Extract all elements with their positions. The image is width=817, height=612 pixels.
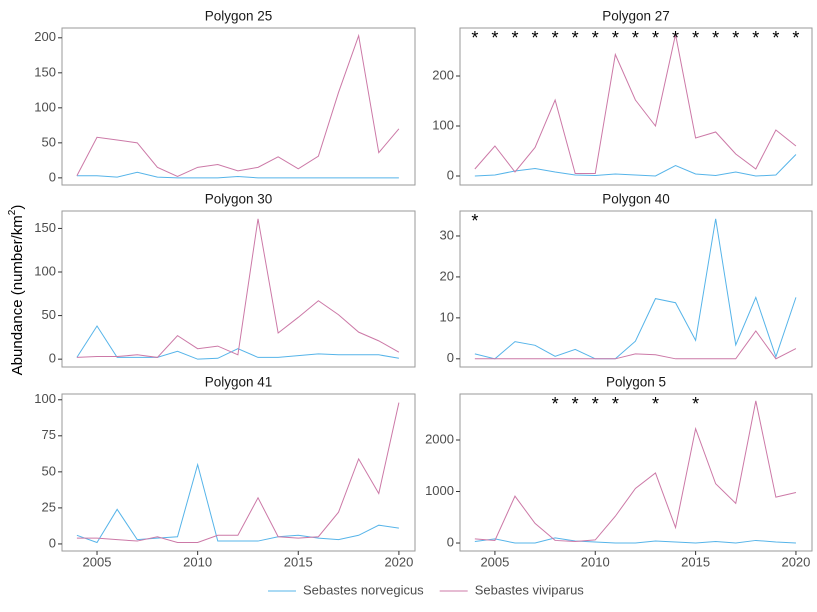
annotation: * xyxy=(572,28,579,48)
y-tick-label: 30 xyxy=(440,227,454,242)
y-tick-label: 200 xyxy=(432,67,454,82)
x-tick-label: 2015 xyxy=(284,554,313,569)
legend-label: Sebastes norvegicus xyxy=(303,582,424,597)
annotation: * xyxy=(652,28,659,48)
annotation: * xyxy=(491,28,498,48)
series-line xyxy=(76,325,399,360)
y-tick-label: 0 xyxy=(49,535,56,550)
annotation: * xyxy=(672,28,679,48)
y-tick-label: 25 xyxy=(42,499,56,514)
annotation: * xyxy=(572,394,579,414)
panel-border xyxy=(61,393,416,552)
panel-title: Polygon 27 xyxy=(602,9,670,24)
y-tick-label: 2000 xyxy=(425,431,454,446)
x-tick-label: 2005 xyxy=(480,554,509,569)
series-line xyxy=(474,537,796,544)
annotation: * xyxy=(632,28,639,48)
y-tick-label: 150 xyxy=(34,220,56,235)
x-tick-label: 2010 xyxy=(581,554,610,569)
annotation: * xyxy=(692,394,699,414)
annotation: * xyxy=(612,394,619,414)
series-line xyxy=(76,218,400,358)
y-tick-label: 0 xyxy=(447,167,454,182)
series-line xyxy=(474,400,797,542)
panel-border xyxy=(61,27,416,186)
panel-border xyxy=(459,393,813,552)
annotation: * xyxy=(592,394,599,414)
annotation: * xyxy=(612,28,619,48)
series-line xyxy=(76,171,399,179)
y-tick-label: 0 xyxy=(49,169,56,184)
y-tick-label: 0 xyxy=(447,350,454,365)
annotation: * xyxy=(532,28,539,48)
annotation: * xyxy=(652,394,659,414)
annotation: * xyxy=(752,28,759,48)
y-tick-label: 0 xyxy=(49,351,56,366)
annotation: * xyxy=(471,211,478,231)
y-axis-label-end: ) xyxy=(9,205,26,210)
series-line xyxy=(76,462,399,544)
x-tick-label: 2020 xyxy=(781,554,810,569)
y-tick-label: 100 xyxy=(34,263,56,278)
x-tick-label: 2020 xyxy=(384,554,413,569)
annotation: * xyxy=(692,28,699,48)
panel-title: Polygon 40 xyxy=(602,192,670,207)
series-line xyxy=(474,154,797,177)
annotation: * xyxy=(552,28,559,48)
y-tick-label: 100 xyxy=(34,99,56,114)
annotation: * xyxy=(712,28,719,48)
y-tick-label: 200 xyxy=(34,29,56,44)
annotation: * xyxy=(772,28,779,48)
y-axis-label-text: Abundance (number/km xyxy=(9,215,26,375)
legend-label: Sebastes viviparus xyxy=(475,582,585,597)
annotation: * xyxy=(471,28,478,48)
y-tick-label: 50 xyxy=(42,463,56,478)
y-tick-label: 150 xyxy=(34,64,56,79)
y-tick-label: 1000 xyxy=(425,483,454,498)
annotation: * xyxy=(592,28,599,48)
y-axis-label: Abundance (number/km2) xyxy=(7,205,26,376)
panel-border xyxy=(459,27,813,186)
y-tick-label: 50 xyxy=(42,307,56,322)
y-tick-label: 50 xyxy=(42,134,56,149)
x-tick-label: 2015 xyxy=(681,554,710,569)
y-tick-label: 20 xyxy=(440,268,454,283)
annotation: * xyxy=(792,28,799,48)
panel-title: Polygon 30 xyxy=(205,192,273,207)
series-line xyxy=(76,402,400,543)
series-line xyxy=(474,218,797,360)
y-tick-label: 10 xyxy=(440,309,454,324)
annotation: * xyxy=(552,394,559,414)
x-tick-label: 2005 xyxy=(83,554,112,569)
panel-border xyxy=(61,210,416,368)
series-line xyxy=(474,34,797,174)
panel-title: Polygon 41 xyxy=(205,375,273,390)
panel-title: Polygon 25 xyxy=(205,9,273,24)
y-tick-label: 0 xyxy=(447,534,454,549)
annotation: * xyxy=(511,28,518,48)
panel-title: Polygon 5 xyxy=(606,375,666,390)
series-line xyxy=(474,330,797,360)
y-tick-label: 100 xyxy=(34,391,56,406)
series-line xyxy=(76,33,400,178)
x-tick-label: 2010 xyxy=(183,554,212,569)
y-axis-label-sup: 2 xyxy=(7,209,18,215)
annotation: * xyxy=(732,28,739,48)
y-tick-label: 100 xyxy=(432,117,454,132)
panel-border xyxy=(459,210,813,368)
y-tick-label: 75 xyxy=(42,427,56,442)
